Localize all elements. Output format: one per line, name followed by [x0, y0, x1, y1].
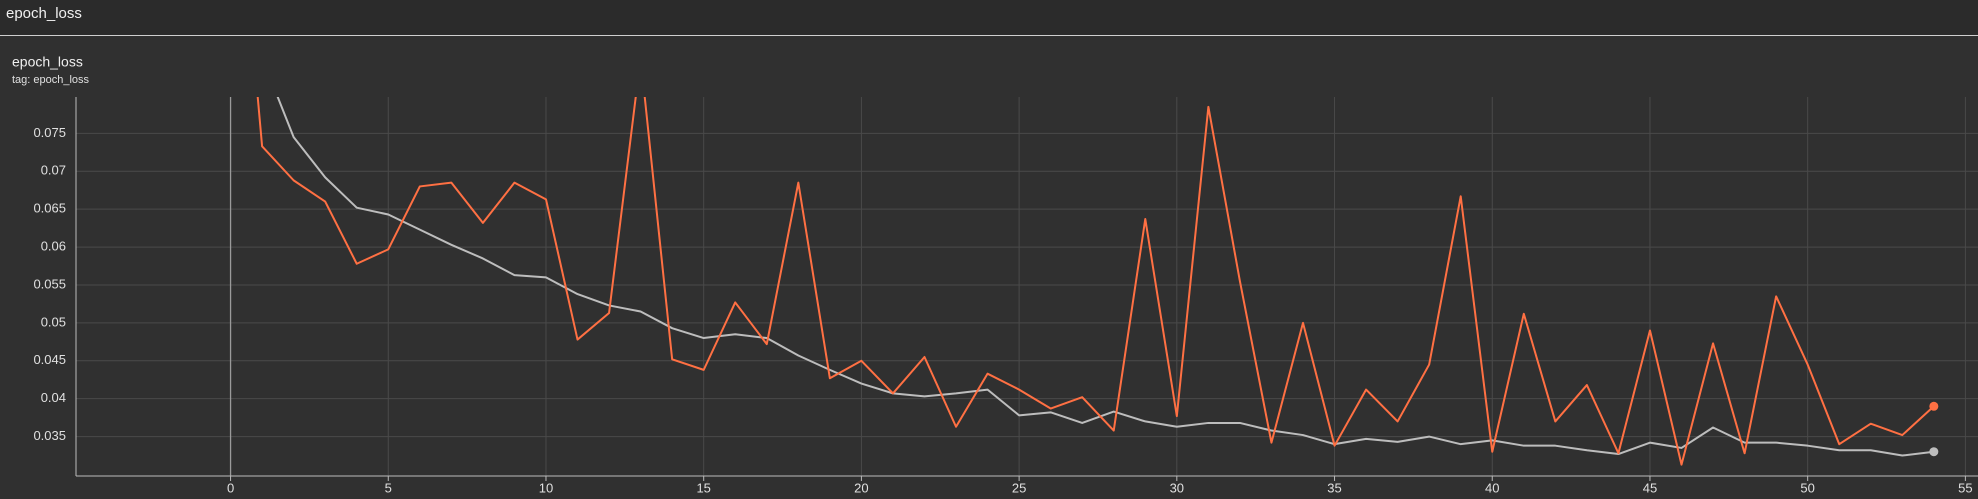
x-tick-label: 55 — [1958, 480, 1972, 495]
y-tick-label: 0.035 — [33, 428, 66, 443]
plot-area — [256, 97, 1939, 466]
y-tick-label: 0.06 — [41, 239, 66, 254]
series-line — [276, 97, 1934, 457]
series-line — [256, 97, 1935, 466]
y-tick-label: 0.05 — [41, 314, 66, 329]
card-title: epoch_loss — [12, 54, 83, 70]
x-tick-label: 50 — [1800, 480, 1814, 495]
card — [0, 36, 1978, 499]
x-tick-label: 25 — [1012, 480, 1026, 495]
x-tick-label: 35 — [1327, 480, 1341, 495]
y-tick-label: 0.045 — [33, 352, 66, 367]
y-tick-label: 0.055 — [33, 276, 66, 291]
last-point — [1929, 447, 1939, 457]
y-tick-label: 0.075 — [33, 125, 66, 140]
axis-labels: 0.035 0.04 0.045 0.05 0.055 0.06 0.065 0.07 0.07… — [33, 125, 1972, 496]
y-tick-label: 0.065 — [33, 201, 66, 216]
x-tick-label: 40 — [1485, 480, 1499, 495]
card-tag: tag: epoch_loss — [12, 74, 90, 86]
x-tick-label: 45 — [1643, 480, 1657, 495]
header-bar — [0, 0, 1978, 35]
x-tick-label: 15 — [696, 480, 710, 495]
x-tick-label: 20 — [854, 480, 868, 495]
y-tick-label: 0.04 — [41, 390, 66, 405]
last-point — [1929, 401, 1939, 411]
y-tick-label: 0.07 — [41, 163, 66, 178]
header-title: epoch_loss — [6, 5, 82, 22]
x-tick-label: 5 — [385, 480, 392, 495]
x-tick-label: 30 — [1170, 480, 1184, 495]
x-tick-label: 0 — [227, 480, 234, 495]
x-tick-label: 10 — [539, 480, 553, 495]
